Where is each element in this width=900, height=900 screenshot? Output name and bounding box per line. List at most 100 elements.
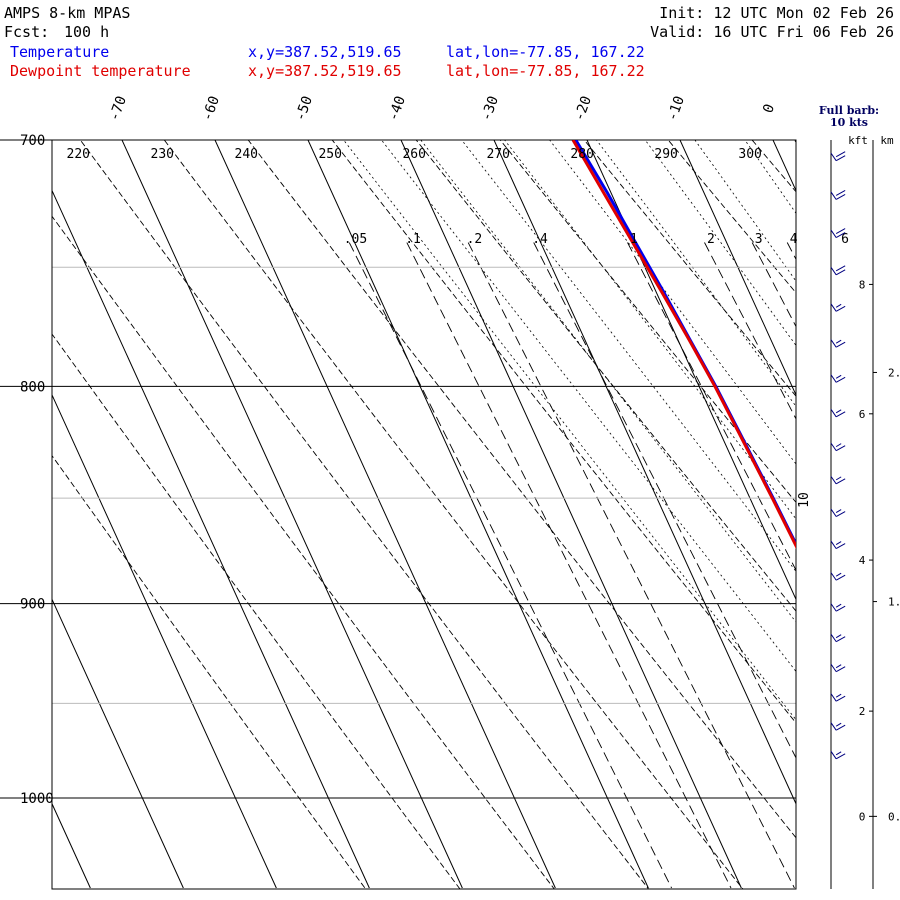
wind-barb	[830, 152, 837, 161]
isotherm-line	[772, 140, 796, 192]
dry-adiabat-line	[695, 0, 900, 900]
wind-barb	[830, 374, 837, 383]
isotherm-line	[214, 140, 556, 889]
wind-barb	[830, 693, 837, 702]
dewpoint-profile-line	[571, 140, 796, 550]
wind-barb	[830, 751, 837, 760]
legend-dewpoint-xy: x,y=387.52,519.65	[248, 62, 402, 80]
wind-barb	[830, 191, 837, 200]
barb-key-title: Full barb:	[819, 104, 879, 117]
moist-adiabat-line	[549, 140, 796, 465]
mixing-ratio-line	[786, 242, 796, 261]
wind-barb-half-flag	[835, 693, 842, 698]
kft-tick-label: 0	[859, 810, 866, 823]
moist-adiabat-line	[420, 140, 796, 623]
dry-adiabat-label: 300	[738, 147, 761, 162]
temperature-label: -40	[385, 94, 409, 123]
isobar-lines	[0, 139, 796, 799]
wind-barb-half-flag	[835, 339, 842, 344]
mixing-ratio-line	[533, 242, 796, 759]
wind-barb-half-flag	[835, 476, 842, 481]
dry-adiabat-label: 290	[654, 147, 677, 162]
mixing-ratio-label: .4	[532, 232, 548, 247]
model-title: AMPS 8-km MPAS	[4, 4, 131, 22]
wind-barb-flag	[835, 605, 846, 612]
wind-barb-flag	[835, 155, 846, 162]
wind-barb-half-flag	[835, 541, 842, 546]
isotherm-line	[52, 598, 184, 889]
dry-adiabat-line	[52, 454, 367, 889]
isotherm-lines	[52, 140, 796, 889]
mixing-ratio-line	[467, 242, 795, 889]
wind-barb-flag	[835, 695, 846, 702]
wind-barb	[830, 722, 837, 731]
init-time: Init: 12 UTC Mon 02 Feb 26	[659, 4, 894, 22]
mixing-ratio-line	[627, 242, 796, 572]
mixing-ratio-label: 6	[841, 232, 849, 247]
dry-adiabat-line	[52, 333, 461, 889]
dry-adiabat-line	[583, 140, 796, 397]
legend-temperature-latlon: lat,lon=-77.85, 167.22	[446, 43, 645, 61]
temperature-label: -60	[199, 94, 223, 123]
mixing-ratio-label: .1	[405, 232, 421, 247]
wind-barb-half-flag	[835, 603, 842, 608]
moist-adiabat-label: 10	[797, 492, 812, 508]
moist-adiabat-lines	[343, 140, 796, 721]
dry-adiabat-line	[79, 140, 650, 889]
dry-adiabat-label: 260	[402, 147, 425, 162]
isotherm-line	[493, 140, 796, 805]
wind-barb-half-flag	[835, 722, 842, 727]
isotherm-line	[52, 393, 277, 889]
dry-adiabat-line	[499, 140, 796, 504]
valid-time: Valid: 16 UTC Fri 06 Feb 26	[650, 23, 894, 41]
forecast-hour: 100 h	[64, 23, 110, 41]
kft-tick-label: 6	[859, 408, 866, 421]
kft-tick-label: 8	[859, 278, 866, 291]
wind-barb-flag	[835, 265, 846, 272]
wind-barb-flag	[835, 269, 846, 276]
wind-barb-flag	[835, 478, 846, 485]
dry-adiabat-line	[331, 140, 796, 724]
wind-barb-flag	[835, 445, 846, 452]
moist-adiabat-line	[343, 140, 796, 721]
km-tick-label: 0.	[888, 810, 900, 823]
wind-barb-half-flag	[835, 443, 842, 448]
mixing-ratio-label: 3	[755, 232, 763, 247]
isotherm-line	[52, 802, 91, 889]
sounding-profiles	[571, 140, 796, 550]
legend-dewpoint-name: Dewpoint temperature	[10, 62, 191, 80]
wind-barb	[830, 408, 837, 418]
wind-barb	[830, 603, 837, 612]
dry-adiabat-line	[163, 140, 744, 889]
temperature-label: -70	[106, 94, 130, 123]
wind-barb-half-flag	[835, 572, 842, 577]
mixing-ratio-line	[406, 242, 732, 889]
dry-adiabat-line	[667, 140, 796, 294]
mixing-ratio-line	[348, 242, 672, 889]
wind-barb	[830, 266, 837, 276]
wind-barb-half-flag	[835, 664, 842, 669]
dry-adiabat-label: 220	[67, 147, 90, 162]
wind-barb-flag	[835, 574, 846, 581]
dry-adiabat-line	[751, 140, 796, 193]
mixing-ratio-label: .05	[344, 232, 367, 247]
km-tick-label: 2.	[888, 366, 900, 379]
wind-barb-half-flag	[835, 409, 842, 414]
wind-barb-half-flag	[835, 509, 842, 513]
wind-barb-half-flag	[835, 634, 842, 639]
wind-barb-flag	[835, 753, 846, 760]
wind-barb-flag	[835, 511, 846, 517]
wind-barb-flag	[835, 724, 846, 731]
mixing-ratio-label: 4	[790, 232, 798, 247]
temperature-profile-line	[574, 140, 796, 548]
legend-dewpoint-latlon: lat,lon=-77.85, 167.22	[446, 62, 645, 80]
wind-barb-flag	[835, 232, 846, 238]
wind-barb	[830, 442, 837, 451]
wind-barb-flag	[835, 151, 846, 158]
isotherm-line	[121, 140, 463, 889]
wind-barb-flag	[835, 228, 846, 234]
temperature-label: -50	[292, 94, 316, 123]
forecast-label: Fcst:	[4, 23, 50, 41]
